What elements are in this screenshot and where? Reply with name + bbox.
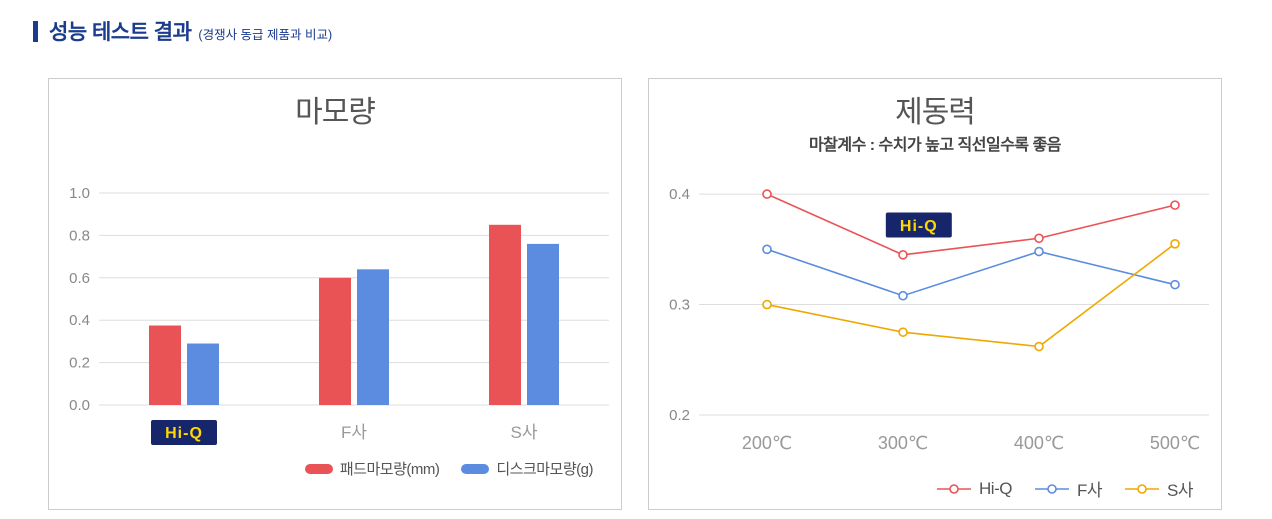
line-S사	[766, 243, 1176, 348]
legend-marker	[1137, 483, 1147, 494]
section-header: 성능 테스트 결과 (경쟁사 동급 제품과 비교)	[33, 16, 332, 46]
legend-item-Hi-Q: Hi-Q	[936, 479, 1012, 499]
x-tick-label: 200℃	[742, 433, 792, 453]
braking-chart-title: 제동력	[895, 96, 976, 129]
y-tick-label: 0.4	[69, 312, 90, 329]
hiq-annotation-label: Hi-Q	[900, 218, 938, 235]
bar-F사	[357, 269, 389, 405]
x-tick-label: 300℃	[878, 433, 928, 453]
legend-label: Hi-Q	[979, 478, 1012, 498]
legend-label: S사	[1167, 481, 1193, 500]
marker-F사	[898, 290, 908, 301]
y-tick-label: 0.2	[69, 355, 90, 372]
legend-label: F사	[1076, 481, 1103, 500]
wear-chart-legend: 패드마모량(mm) 디스크마모량(g)	[49, 458, 621, 479]
page-title: 성능 테스트 결과	[49, 21, 192, 44]
x-category-label: S사	[511, 423, 538, 442]
braking-chart-panel: 제동력 마찰계수 : 수치가 높고 직선일수록 좋음 0.2 0.3 0.4 200℃…	[648, 78, 1222, 510]
legend-marker	[1047, 483, 1057, 494]
bar-S사	[489, 224, 521, 405]
marker-S사	[1170, 238, 1180, 249]
legend-line-marker	[1034, 483, 1069, 494]
x-tick-label: 500℃	[1150, 433, 1200, 453]
hiq-annotation-badge	[885, 212, 952, 238]
wear-chart-panel: 마모량 0.0 0.2 0.4 0.6 0.8 1.0 Hi-Q F사 S사 패드마모량(mm)…	[48, 78, 622, 510]
legend-swatch	[304, 463, 333, 474]
hiq-badge-label: Hi-Q	[165, 425, 203, 442]
x-category-label: F사	[341, 423, 367, 442]
y-tick-label: 0.8	[69, 227, 90, 244]
marker-Hi-Q	[1034, 233, 1044, 244]
y-tick-label: 0.3	[669, 297, 690, 314]
bar-Hi-Q	[187, 343, 219, 405]
marker-S사	[898, 327, 908, 337]
marker-F사	[1034, 246, 1044, 257]
marker-F사	[762, 244, 772, 255]
page-subtitle: (경쟁사 동급 제품과 비교)	[198, 27, 333, 42]
marker-S사	[1034, 341, 1044, 352]
y-tick-label: 0.2	[669, 407, 690, 424]
braking-chart-subtitle: 마찰계수 : 수치가 높고 직선일수록 좋음	[808, 137, 1062, 154]
line-Hi-Q	[766, 193, 1176, 256]
line-F사	[766, 248, 1176, 297]
marker-Hi-Q	[762, 189, 772, 199]
header-accent-bar	[33, 20, 38, 42]
bar-F사	[319, 277, 351, 405]
marker-Hi-Q	[1170, 200, 1180, 210]
braking-line-chart: 0.2 0.3 0.4 200℃ 300℃ 400℃ 500℃ Hi-Q	[669, 186, 1209, 453]
hiq-badge	[151, 420, 217, 445]
wear-bar-chart: 0.0 0.2 0.4 0.6 0.8 1.0 Hi-Q F사 S사	[69, 185, 609, 445]
bar-Hi-Q	[149, 325, 181, 405]
legend-line-marker	[937, 483, 972, 494]
legend-item-S사: S사	[1124, 476, 1193, 501]
legend-line-marker	[1125, 483, 1160, 494]
legend-item-F사: F사	[1034, 476, 1103, 501]
legend-marker	[949, 483, 959, 494]
legend-swatch	[461, 463, 490, 474]
wear-chart-title: 마모량	[295, 96, 376, 129]
legend-item-패드마모량(mm): 패드마모량(mm)	[304, 458, 440, 479]
legend-label: 디스크마모량(g)	[496, 461, 593, 478]
marker-F사	[1170, 279, 1180, 290]
y-tick-label: 1.0	[69, 185, 90, 202]
legend-item-디스크마모량(g): 디스크마모량(g)	[461, 458, 593, 479]
marker-Hi-Q	[898, 250, 908, 260]
marker-S사	[762, 299, 772, 310]
y-tick-label: 0.4	[669, 186, 690, 203]
braking-chart-legend: Hi-Q F사 S사	[649, 476, 1221, 501]
y-tick-label: 0.0	[69, 397, 90, 414]
legend-label: 패드마모량(mm)	[339, 461, 440, 478]
x-tick-label: 400℃	[1014, 433, 1064, 453]
bar-S사	[527, 243, 559, 405]
y-tick-label: 0.6	[69, 270, 90, 287]
